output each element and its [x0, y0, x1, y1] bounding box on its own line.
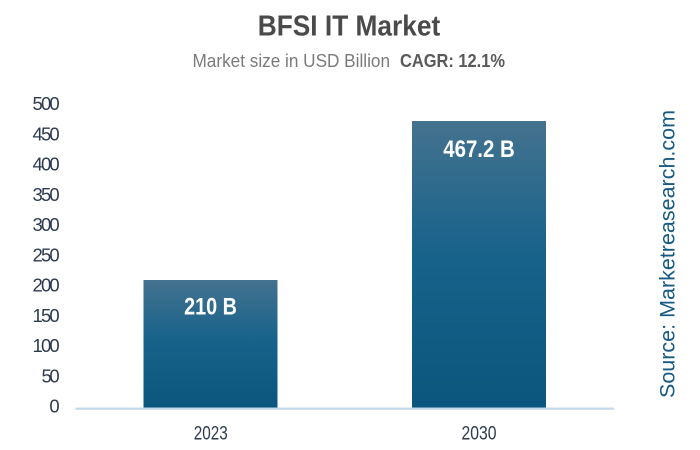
svg-text:450: 450 [33, 123, 60, 144]
svg-text:250: 250 [33, 244, 60, 265]
svg-text:150: 150 [33, 305, 60, 326]
svg-text:2030: 2030 [462, 424, 497, 445]
svg-text:BFSI IT Market: BFSI IT Market [258, 11, 441, 43]
svg-text:50: 50 [42, 365, 60, 386]
svg-text:Market size in USD Billion: Market size in USD Billion [193, 50, 391, 71]
svg-text:Source: Marketreasearch.com: Source: Marketreasearch.com [657, 110, 680, 398]
svg-text:2023: 2023 [194, 424, 228, 445]
svg-text:0: 0 [49, 396, 59, 417]
svg-text:400: 400 [33, 154, 60, 175]
svg-text:210 B: 210 B [184, 293, 237, 320]
svg-text:350: 350 [33, 184, 60, 205]
svg-text:500: 500 [33, 93, 60, 114]
svg-text:100: 100 [33, 335, 60, 356]
svg-text:300: 300 [33, 214, 60, 235]
svg-text:200: 200 [33, 275, 60, 296]
svg-text:467.2 B: 467.2 B [443, 136, 515, 163]
svg-text:CAGR: 12.1%: CAGR: 12.1% [400, 50, 505, 71]
